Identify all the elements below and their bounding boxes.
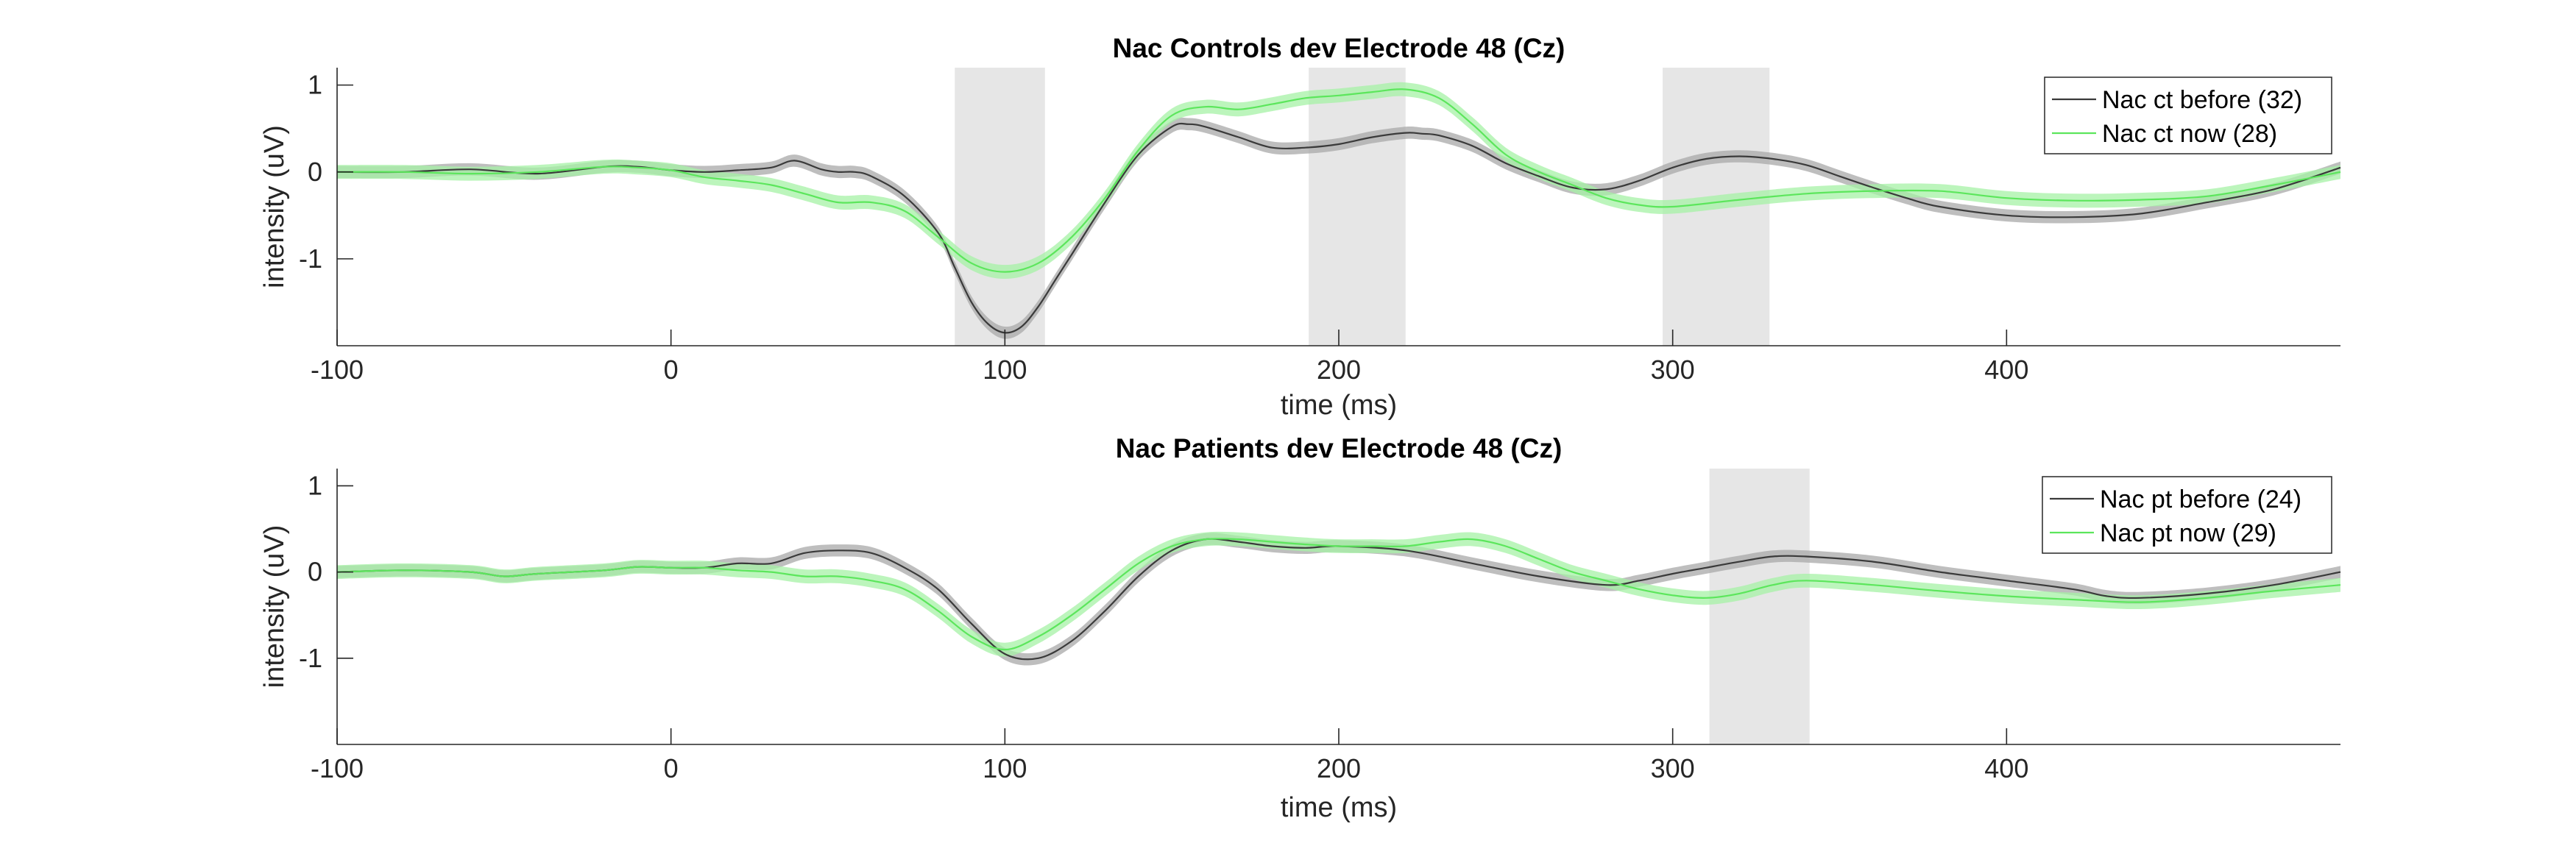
x-tick-label: 0 — [664, 355, 679, 385]
x-tick-label: 300 — [1651, 753, 1695, 783]
legend-box — [2042, 476, 2332, 554]
x-axis-label: time (ms) — [1281, 792, 1397, 823]
x-tick-label: 300 — [1651, 355, 1695, 385]
y-tick-label: 0 — [308, 157, 322, 187]
y-axis-label: intensity (uV) — [259, 525, 290, 689]
series-line-1 — [336, 122, 2341, 334]
y-tick-label: 1 — [308, 470, 322, 500]
x-tick-label: 0 — [664, 753, 679, 783]
x-tick-label: 100 — [983, 753, 1027, 783]
shaded-window-2 — [1309, 68, 1406, 346]
x-axis-label: time (ms) — [1281, 390, 1397, 421]
x-tick-label: -100 — [311, 355, 364, 385]
x-tick-label: 200 — [1317, 355, 1361, 385]
legend: Nac pt before (24) Nac pt now (29) — [2042, 476, 2332, 554]
legend-label-2: Nac pt now (29) — [2100, 519, 2276, 547]
shaded-window-1 — [955, 68, 1045, 346]
panel-controls: -100 0 100 200 300 400 -1 0 1 Nac Controls dev El… — [259, 33, 2341, 421]
y-tick-label: 1 — [308, 70, 322, 100]
x-tick-label: 400 — [1984, 355, 2028, 385]
series-line-2 — [336, 538, 2341, 651]
y-axis-label: intensity (uV) — [259, 125, 290, 288]
series-band-2 — [337, 531, 2340, 657]
legend-label-2: Nac ct now (28) — [2102, 120, 2277, 148]
y-tick-label: 0 — [308, 557, 322, 587]
legend-label-1: Nac pt before (24) — [2100, 485, 2301, 513]
y-tick-label: -1 — [299, 243, 322, 274]
shaded-window-1 — [1709, 469, 1810, 744]
x-tick-label: 100 — [983, 355, 1027, 385]
panel-patients: -100 0 100 200 300 400 -1 0 1 Nac Patients dev El… — [259, 433, 2341, 823]
chart-title: Nac Controls dev Electrode 48 (Cz) — [1113, 33, 1565, 63]
legend: Nac ct before (32) Nac ct now (28) — [2044, 77, 2332, 154]
chart-title: Nac Patients dev Electrode 48 (Cz) — [1116, 433, 1563, 463]
legend-label-1: Nac ct before (32) — [2102, 86, 2302, 114]
series-band-1 — [337, 117, 2340, 339]
y-tick-label: -1 — [299, 643, 322, 673]
legend-box — [2044, 77, 2332, 154]
x-tick-label: -100 — [311, 753, 364, 783]
x-tick-label: 400 — [1984, 753, 2028, 783]
x-tick-label: 200 — [1317, 753, 1361, 783]
series-line-2 — [336, 88, 2341, 273]
